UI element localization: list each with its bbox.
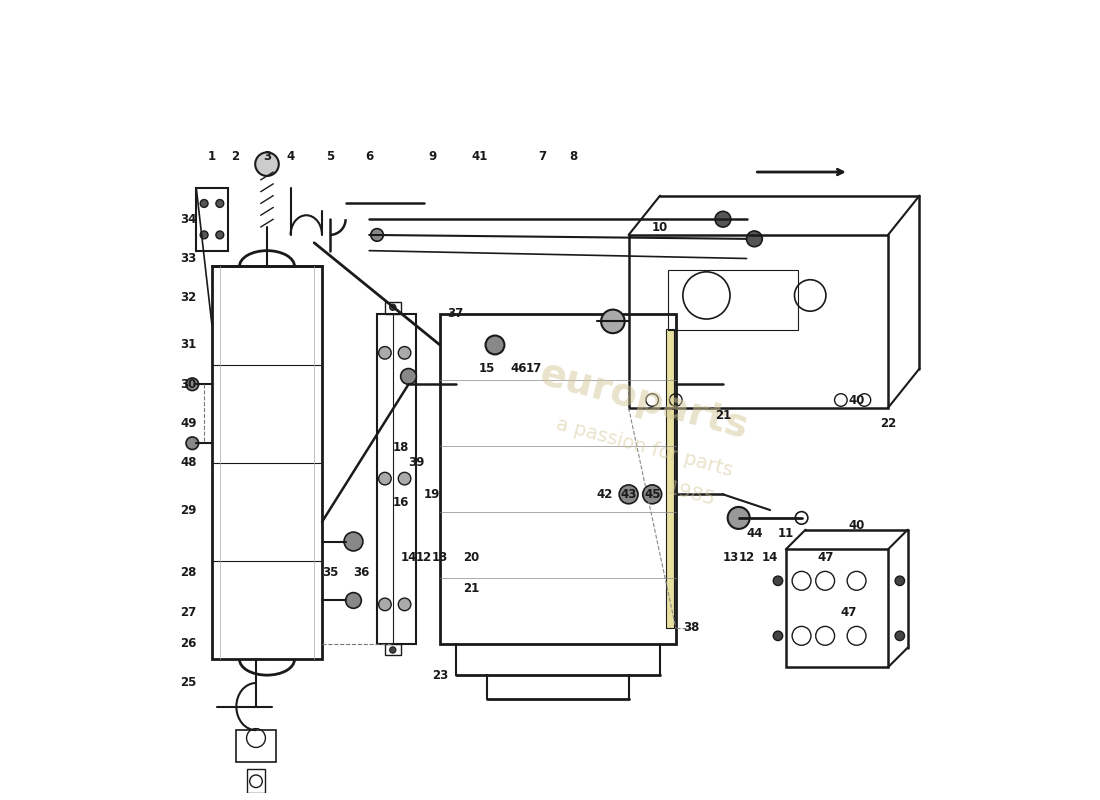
Text: 26: 26 xyxy=(180,637,197,650)
Text: 8: 8 xyxy=(570,150,578,163)
Circle shape xyxy=(378,472,392,485)
Circle shape xyxy=(200,231,208,239)
Text: 41: 41 xyxy=(471,150,487,163)
Text: 38: 38 xyxy=(683,622,700,634)
Text: 12: 12 xyxy=(738,550,755,564)
Circle shape xyxy=(398,472,411,485)
Circle shape xyxy=(642,485,661,504)
Circle shape xyxy=(186,378,199,390)
Text: 32: 32 xyxy=(180,291,197,304)
Text: 1985: 1985 xyxy=(666,478,718,510)
Circle shape xyxy=(378,598,392,610)
Text: 37: 37 xyxy=(448,307,464,320)
Text: 18: 18 xyxy=(393,441,409,454)
Bar xyxy=(785,550,888,667)
Text: 31: 31 xyxy=(180,338,197,351)
Circle shape xyxy=(186,437,199,450)
Text: 13: 13 xyxy=(723,550,739,564)
Circle shape xyxy=(398,598,411,610)
Text: 47: 47 xyxy=(817,550,834,564)
Circle shape xyxy=(345,593,361,608)
Text: 11: 11 xyxy=(778,527,794,540)
Bar xyxy=(246,770,265,793)
Text: 36: 36 xyxy=(353,566,370,579)
Circle shape xyxy=(389,647,396,653)
Bar xyxy=(668,270,797,330)
Text: 30: 30 xyxy=(180,378,197,390)
Text: 15: 15 xyxy=(478,362,495,375)
Circle shape xyxy=(344,532,363,551)
Bar xyxy=(385,644,400,655)
Bar xyxy=(628,235,888,408)
Bar xyxy=(385,302,400,314)
Text: 2: 2 xyxy=(231,150,240,163)
Circle shape xyxy=(773,576,783,586)
Circle shape xyxy=(895,576,904,586)
Circle shape xyxy=(200,199,208,207)
Text: 45: 45 xyxy=(644,488,660,501)
Text: 21: 21 xyxy=(715,410,732,422)
Bar xyxy=(440,314,675,644)
Text: 27: 27 xyxy=(180,606,197,618)
Text: 22: 22 xyxy=(880,417,896,430)
Bar xyxy=(667,330,674,628)
Text: 1: 1 xyxy=(208,150,216,163)
Text: 5: 5 xyxy=(326,150,334,163)
Text: 34: 34 xyxy=(180,213,197,226)
Text: 21: 21 xyxy=(463,582,480,595)
Text: 49: 49 xyxy=(180,417,197,430)
Bar xyxy=(196,188,228,250)
Circle shape xyxy=(400,369,417,384)
Circle shape xyxy=(747,231,762,246)
Circle shape xyxy=(398,346,411,359)
Text: 23: 23 xyxy=(432,669,448,682)
Text: 40: 40 xyxy=(848,519,865,532)
Text: 44: 44 xyxy=(746,527,762,540)
Circle shape xyxy=(619,485,638,504)
Circle shape xyxy=(389,304,396,310)
Text: 14: 14 xyxy=(400,550,417,564)
Text: 33: 33 xyxy=(180,252,197,265)
Text: 9: 9 xyxy=(428,150,437,163)
Bar xyxy=(236,730,276,762)
Text: 20: 20 xyxy=(463,550,480,564)
Text: 12: 12 xyxy=(416,550,432,564)
Text: 25: 25 xyxy=(180,677,197,690)
Text: 29: 29 xyxy=(180,503,197,517)
Text: 6: 6 xyxy=(365,150,373,163)
Text: 46: 46 xyxy=(510,362,527,375)
Text: 48: 48 xyxy=(180,456,197,470)
Text: 3: 3 xyxy=(263,150,271,163)
Text: 35: 35 xyxy=(321,566,338,579)
Text: a passion for parts: a passion for parts xyxy=(554,414,735,480)
Text: 47: 47 xyxy=(840,606,857,618)
Text: 17: 17 xyxy=(526,362,542,375)
Circle shape xyxy=(728,507,750,529)
Text: 43: 43 xyxy=(620,488,637,501)
Circle shape xyxy=(601,310,625,333)
Circle shape xyxy=(895,631,904,641)
Text: europarts: europarts xyxy=(536,354,752,446)
Text: 13: 13 xyxy=(432,550,448,564)
Text: 16: 16 xyxy=(393,496,409,509)
Text: 28: 28 xyxy=(180,566,197,579)
Text: 40: 40 xyxy=(848,394,865,406)
Circle shape xyxy=(255,152,278,176)
Bar xyxy=(212,266,322,659)
Circle shape xyxy=(485,335,505,354)
Text: 10: 10 xyxy=(652,221,668,234)
Text: 39: 39 xyxy=(408,456,425,470)
Text: 4: 4 xyxy=(286,150,295,163)
Circle shape xyxy=(371,229,383,242)
Circle shape xyxy=(715,211,730,227)
Circle shape xyxy=(773,631,783,641)
Text: 14: 14 xyxy=(762,550,779,564)
Circle shape xyxy=(378,346,392,359)
Bar xyxy=(377,314,417,644)
Circle shape xyxy=(216,231,223,239)
Text: 42: 42 xyxy=(597,488,613,501)
Text: 7: 7 xyxy=(538,150,547,163)
Circle shape xyxy=(216,199,223,207)
Text: 19: 19 xyxy=(424,488,440,501)
